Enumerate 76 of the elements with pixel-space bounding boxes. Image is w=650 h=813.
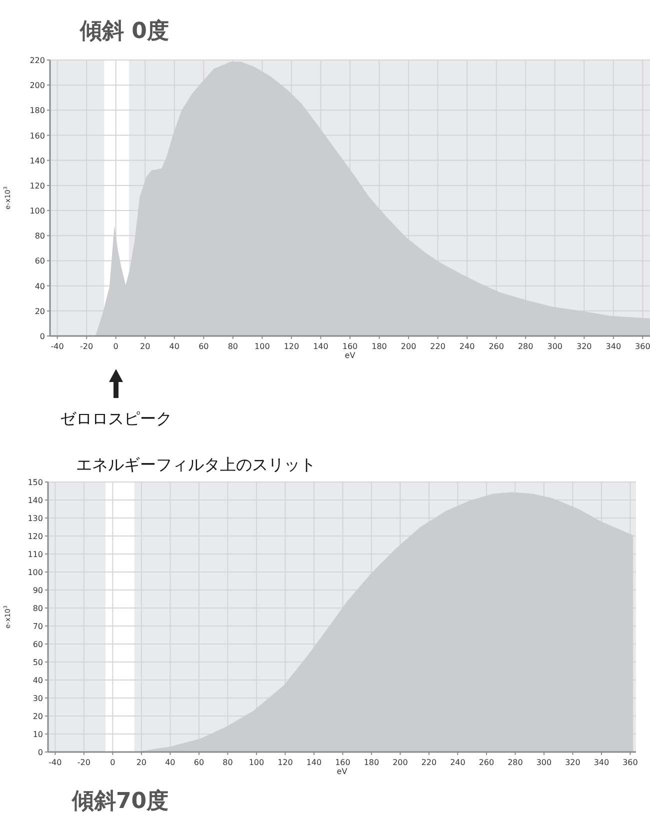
y-tick-label: 180 — [30, 106, 45, 116]
x-tick-label: 200 — [400, 342, 416, 351]
y-tick-label: 220 — [30, 56, 45, 65]
x-tick-label: 100 — [248, 758, 264, 767]
x-tick-label: 260 — [488, 342, 504, 351]
y-tick-label: 100 — [28, 568, 43, 577]
x-axis-title: eV — [344, 351, 356, 360]
y-tick-label: 140 — [28, 496, 43, 505]
x-tick-label: -20 — [80, 342, 94, 351]
x-tick-label: 180 — [372, 342, 387, 351]
y-tick-label: 130 — [28, 514, 43, 523]
x-tick-label: 300 — [536, 758, 552, 767]
x-tick-label: 20 — [140, 342, 150, 351]
x-tick-label: 340 — [594, 758, 610, 767]
x-tick-label: 60 — [198, 342, 209, 351]
y-tick-label: 160 — [30, 131, 45, 140]
text: ゼロロスピーク — [60, 409, 172, 428]
y-tick-label: 30 — [32, 694, 43, 703]
x-tick-label: 320 — [576, 342, 592, 351]
x-tick-label: 340 — [606, 342, 622, 351]
x-tick-label: 140 — [313, 342, 328, 351]
x-tick-label: 280 — [518, 342, 534, 351]
x-tick-label: 80 — [228, 342, 238, 351]
x-tick-label: -20 — [77, 758, 90, 767]
x-tick-label: 200 — [392, 758, 408, 767]
x-tick-label: 160 — [342, 342, 358, 351]
y-tick-label: 120 — [30, 181, 45, 190]
x-tick-label: 60 — [194, 758, 204, 767]
y-tick-label: 0 — [40, 332, 45, 341]
y-tick-label: 90 — [32, 586, 43, 595]
y-tick-label: 40 — [34, 282, 45, 291]
y-tick-label: 60 — [34, 256, 45, 266]
x-tick-label: 160 — [335, 758, 350, 767]
y-tick-label: 110 — [28, 550, 43, 559]
x-tick-label: 360 — [635, 342, 650, 351]
y-tick-label: 50 — [32, 658, 43, 667]
x-tick-label: 320 — [565, 758, 580, 767]
x-tick-label: 100 — [254, 342, 270, 351]
y-tick-label: 80 — [34, 232, 45, 241]
y-tick-label: 140 — [30, 156, 45, 166]
x-tick-label: 0 — [113, 342, 118, 351]
y-tick-label: 0 — [38, 748, 43, 757]
text: 傾斜70度 — [71, 788, 169, 813]
x-tick-label: 220 — [421, 758, 437, 767]
y-tick-label: 200 — [30, 81, 45, 90]
x-axis-title: eV — [336, 767, 348, 776]
x-tick-label: 360 — [622, 758, 638, 767]
x-tick-label: 220 — [430, 342, 446, 351]
x-tick-label: 240 — [450, 758, 466, 767]
y-tick-label: 120 — [28, 532, 43, 541]
y-tick-label: 150 — [28, 478, 43, 487]
y-tick-label: 20 — [34, 306, 45, 316]
x-tick-label: 240 — [459, 342, 475, 351]
x-tick-label: -40 — [50, 342, 64, 351]
x-tick-label: 40 — [165, 758, 176, 767]
text: エネルギーフィルタ上のスリット — [76, 455, 316, 474]
x-tick-label: 300 — [547, 342, 563, 351]
x-tick-label: 20 — [136, 758, 147, 767]
x-tick-label: -40 — [48, 758, 62, 767]
chart-title: 傾斜 0度 — [79, 18, 169, 44]
x-tick-label: 40 — [169, 342, 180, 351]
x-tick-label: 0 — [110, 758, 116, 767]
x-tick-label: 140 — [306, 758, 322, 767]
x-tick-label: 260 — [478, 758, 494, 767]
x-tick-label: 280 — [508, 758, 523, 767]
y-tick-label: 10 — [32, 730, 43, 739]
y-tick-label: 40 — [32, 676, 43, 685]
y-tick-label: 100 — [30, 206, 45, 216]
y-tick-label: 60 — [32, 640, 43, 649]
y-tick-label: 70 — [32, 622, 43, 631]
x-tick-label: 180 — [364, 758, 380, 767]
y-tick-label: 20 — [32, 712, 43, 721]
y-tick-label: 80 — [32, 604, 43, 613]
x-tick-label: 120 — [284, 342, 300, 351]
x-tick-label: 80 — [222, 758, 233, 767]
x-tick-label: 120 — [278, 758, 293, 767]
